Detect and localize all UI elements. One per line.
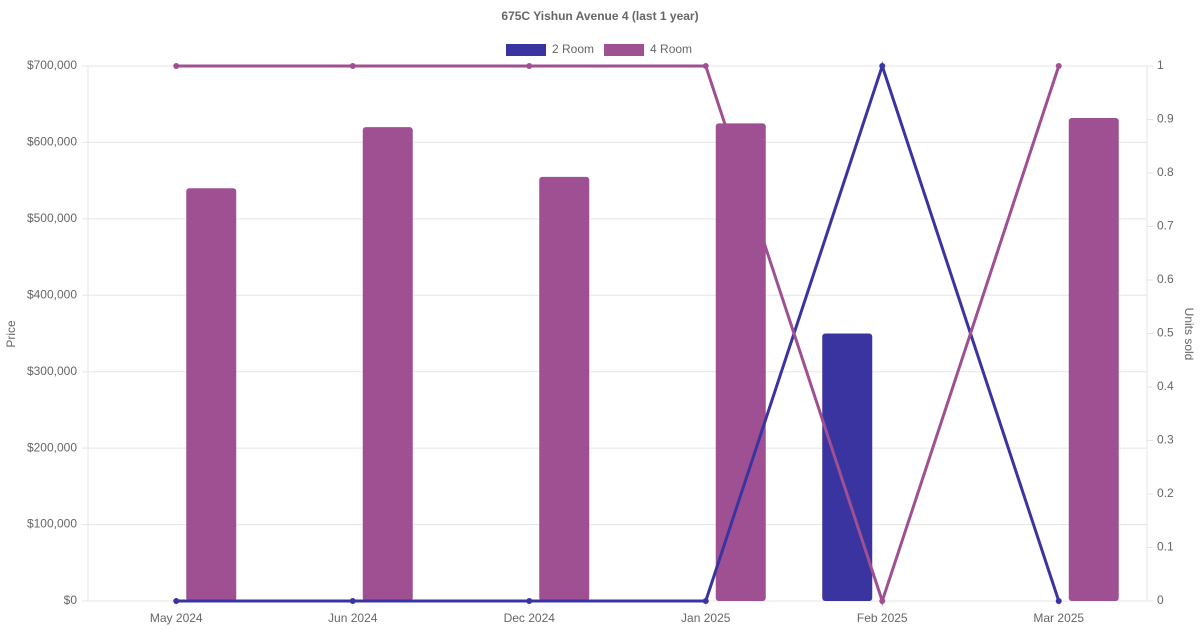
- x-tick-label: Feb 2025: [857, 611, 908, 625]
- y2-tick-label: 0.1: [1157, 540, 1174, 554]
- line-point: [702, 63, 709, 69]
- y2-tick-label: 0.8: [1157, 165, 1174, 179]
- bar: [1068, 117, 1119, 601]
- legend-swatch: [506, 44, 546, 56]
- y2-tick-label: 0: [1157, 593, 1164, 607]
- line: [176, 64, 1061, 606]
- y-tick-label: $700,000: [27, 58, 77, 72]
- x-tick-label: Jan 2025: [681, 611, 731, 625]
- line-point: [349, 598, 356, 604]
- y-tick-label: $500,000: [27, 211, 77, 225]
- y-tick-label: $300,000: [27, 364, 77, 378]
- x-tick-label: Jun 2024: [328, 611, 378, 625]
- y2-tick-label: 0.4: [1157, 379, 1174, 393]
- y-tick-label: $200,000: [27, 440, 77, 454]
- y-axis-title: Price: [4, 320, 18, 348]
- legend-swatch: [604, 44, 645, 56]
- x-tick-label: Mar 2025: [1033, 611, 1084, 625]
- y2-tick-label: 0.7: [1157, 219, 1174, 233]
- line-point: [526, 598, 533, 604]
- y-tick-label: $600,000: [27, 135, 77, 149]
- bar: [362, 127, 413, 602]
- line-point: [879, 598, 886, 604]
- y-tick-label: $100,000: [27, 517, 77, 531]
- line-point: [1055, 63, 1062, 69]
- y-tick-label: $400,000: [27, 287, 77, 301]
- y2-axis-title: Units sold: [1182, 308, 1196, 361]
- line-point: [349, 63, 356, 69]
- line-point: [879, 63, 886, 69]
- line-point: [526, 63, 533, 69]
- x-tick-label: Dec 2024: [504, 611, 556, 625]
- y-tick-label: $0: [64, 593, 78, 607]
- line-point: [702, 598, 709, 604]
- y2-tick-label: 0.6: [1157, 272, 1174, 286]
- x-tick-label: May 2024: [150, 611, 203, 625]
- chart-title: 675C Yishun Avenue 4 (last 1 year): [501, 9, 698, 23]
- y2-tick-label: 1: [1157, 58, 1164, 72]
- bar: [186, 188, 237, 602]
- y2-tick-label: 0.2: [1157, 486, 1174, 500]
- legend-label: 2 Room: [552, 42, 594, 56]
- y2-tick-label: 0.5: [1157, 326, 1174, 340]
- legend-label: 4 Room: [650, 42, 692, 56]
- line-point: [1055, 598, 1062, 604]
- line: [176, 61, 1061, 603]
- bar: [539, 176, 590, 602]
- line-point: [173, 598, 180, 604]
- bar: [715, 123, 766, 602]
- line-point: [173, 63, 180, 69]
- y2-tick-label: 0.9: [1157, 112, 1174, 126]
- y2-tick-label: 0.3: [1157, 433, 1174, 447]
- bar: [822, 333, 873, 601]
